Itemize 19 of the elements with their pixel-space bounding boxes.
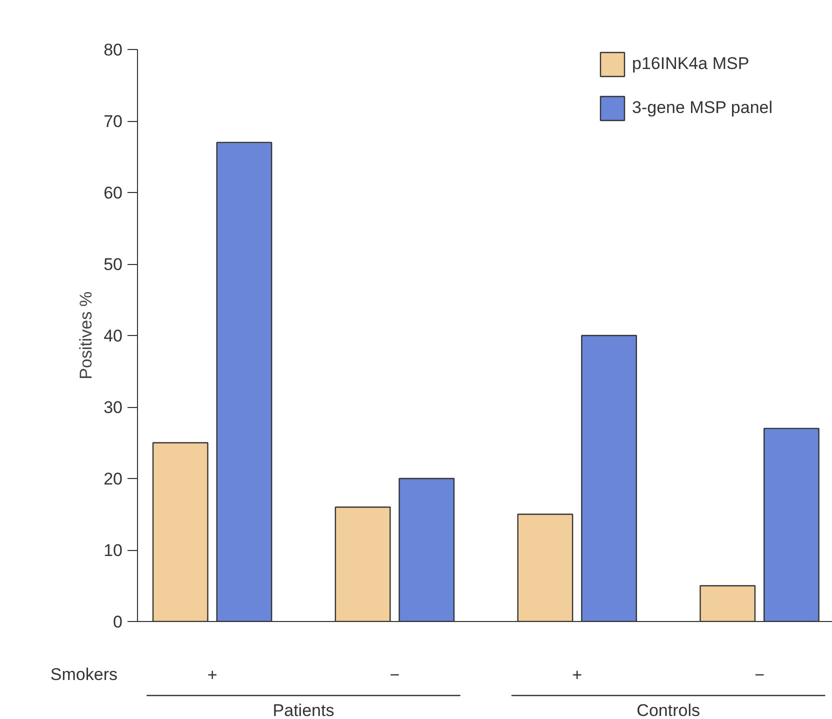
x-tick-label: + bbox=[572, 666, 582, 684]
y-tick-label: 40 bbox=[104, 326, 123, 346]
y-tick-label: 50 bbox=[104, 255, 123, 274]
x-tick-label: − bbox=[390, 666, 400, 684]
y-tick-label: 60 bbox=[104, 184, 123, 202]
text: Smokers bbox=[50, 665, 118, 684]
y-tick-label: 30 bbox=[104, 398, 123, 417]
x-tick-label: + bbox=[207, 666, 218, 684]
y-tick-label: 0 bbox=[113, 612, 123, 632]
y-tick-label: 10 bbox=[104, 541, 123, 560]
y-tick-label: 80 bbox=[104, 40, 123, 60]
y-axis-title: Positives % bbox=[76, 292, 96, 380]
y-tick-label: 20 bbox=[104, 470, 123, 488]
legend-label: 3-gene MSP panel bbox=[632, 98, 774, 118]
legend-label: p16INK4a MSP bbox=[632, 54, 750, 74]
y-tick-label: 70 bbox=[104, 112, 123, 131]
x-tick-label: − bbox=[754, 666, 765, 684]
text: Controls bbox=[636, 701, 700, 719]
text: Patients bbox=[272, 701, 334, 719]
